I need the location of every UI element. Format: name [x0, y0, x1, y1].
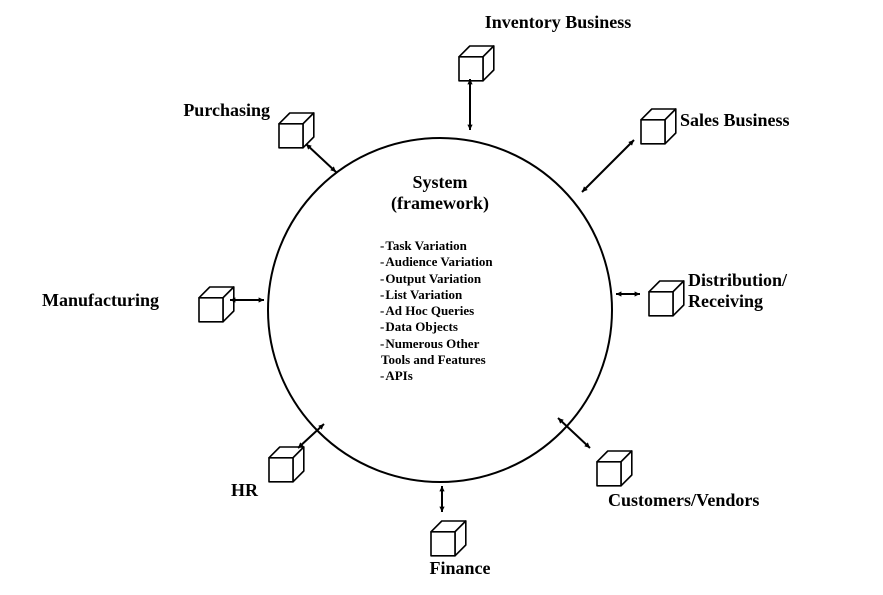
- center-list-item: Tools and Features: [380, 352, 493, 368]
- center-list-item: Ad Hoc Queries: [380, 303, 493, 319]
- node-label-hr: HR: [208, 480, 258, 501]
- node-label-customers: Customers/Vendors: [608, 490, 828, 511]
- cube-icon: [596, 450, 633, 487]
- center-list-item: Output Variation: [380, 271, 493, 287]
- center-list-item: Numerous Other: [380, 336, 493, 352]
- node-label-inventory: Inventory Business: [458, 12, 658, 33]
- double-arrow-icon: [608, 286, 648, 302]
- node-label-sales: Sales Business: [680, 110, 860, 131]
- center-list-item: Task Variation: [380, 238, 493, 254]
- center-list-item: List Variation: [380, 287, 493, 303]
- double-arrow-icon: [574, 132, 642, 200]
- center-title-line1: System: [340, 172, 540, 193]
- double-arrow-icon: [462, 71, 478, 138]
- double-arrow-icon: [298, 136, 344, 180]
- double-arrow-icon: [550, 410, 598, 456]
- center-list-item: Audience Variation: [380, 254, 493, 270]
- node-cube-customers: [596, 450, 633, 492]
- cube-icon: [430, 520, 467, 557]
- double-arrow-icon: [290, 416, 332, 456]
- node-cube-finance: [430, 520, 467, 562]
- node-label-purchasing: Purchasing: [130, 100, 270, 121]
- center-list-item: APIs: [380, 368, 493, 384]
- node-cube-sales: [640, 108, 677, 150]
- center-title: System (framework): [340, 172, 540, 214]
- cube-icon: [648, 280, 685, 317]
- cube-icon: [640, 108, 677, 145]
- double-arrow-icon: [434, 478, 450, 520]
- center-list-item: Data Objects: [380, 319, 493, 335]
- center-title-line2: (framework): [340, 193, 540, 214]
- center-feature-list: Task VariationAudience VariationOutput V…: [380, 238, 493, 384]
- double-arrow-icon: [222, 292, 272, 308]
- node-label-distribution: Distribution/ Receiving: [688, 270, 868, 312]
- node-cube-distribution: [648, 280, 685, 322]
- node-label-manufacturing: Manufacturing: [42, 290, 202, 311]
- diagram-stage: System (framework) Task VariationAudienc…: [0, 0, 883, 595]
